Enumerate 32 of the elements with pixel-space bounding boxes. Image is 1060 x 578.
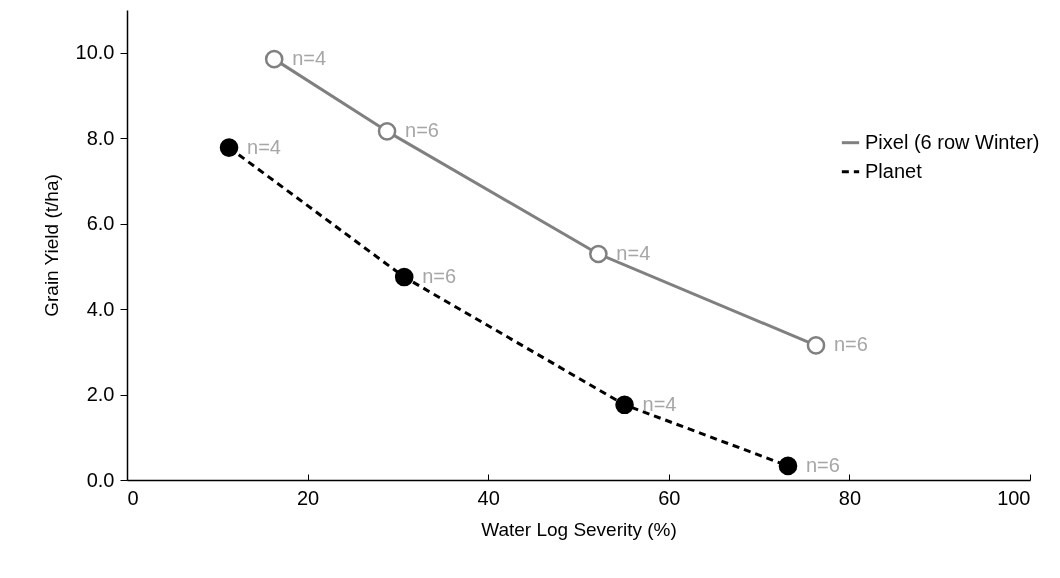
point xyxy=(589,244,608,264)
x-tick-label: 40 xyxy=(477,486,500,509)
x-tick-label: 0 xyxy=(127,486,139,509)
x-tick-label: 60 xyxy=(658,486,681,509)
annotation: n=6 xyxy=(833,333,868,356)
x-axis-title: Water Log Severity (%) xyxy=(481,518,677,540)
y-tick-label: 0.0 xyxy=(86,468,115,491)
legend-label: Pixel (6 row Winter) xyxy=(865,130,1040,153)
point xyxy=(615,395,634,415)
y-tick-label: 4.0 xyxy=(86,297,115,320)
y-tick-label: 8.0 xyxy=(86,126,115,149)
y-tick-label: 2.0 xyxy=(86,383,115,406)
annotation: n=4 xyxy=(642,392,677,415)
point xyxy=(806,336,826,355)
annotation: n=6 xyxy=(422,265,457,288)
annotation: n=4 xyxy=(292,47,327,70)
point xyxy=(377,122,397,141)
annotation: n=6 xyxy=(806,453,840,476)
legend-label: Planet xyxy=(865,159,923,182)
x-tick-label: 80 xyxy=(838,486,862,509)
annotation: n=4 xyxy=(247,135,281,158)
y-axis-title: Grain Yield (t/ha) xyxy=(40,174,62,317)
y-tick-label: 6.0 xyxy=(86,212,115,235)
point xyxy=(778,456,798,476)
point xyxy=(219,138,239,157)
y-tick-label: 10.0 xyxy=(75,41,115,64)
point xyxy=(394,267,414,287)
x-tick-label: 20 xyxy=(296,486,320,509)
point xyxy=(264,49,284,69)
annotation: n=6 xyxy=(405,119,439,142)
x-tick-label: 100 xyxy=(997,486,1031,509)
annotation: n=4 xyxy=(616,241,651,264)
